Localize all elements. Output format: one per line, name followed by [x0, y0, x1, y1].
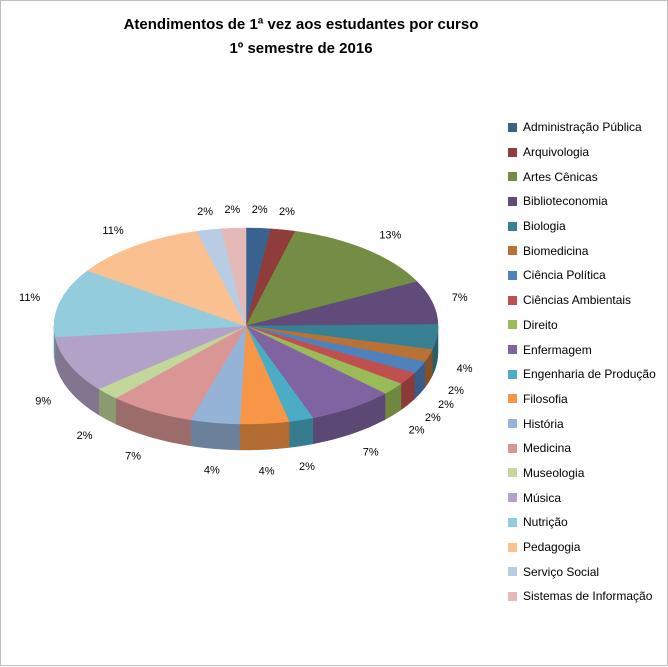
- legend-label: Engenharia de Produção: [523, 367, 656, 382]
- legend-item[interactable]: Música: [508, 485, 656, 510]
- legend-item[interactable]: Nutrição: [508, 510, 656, 535]
- legend-swatch: [508, 320, 517, 330]
- legend-label: Medicina: [523, 441, 572, 456]
- legend-swatch: [508, 196, 517, 206]
- legend-swatch: [508, 172, 517, 182]
- legend-item[interactable]: Direito: [508, 313, 656, 338]
- slice-percent-label: 11%: [19, 292, 40, 304]
- legend-item[interactable]: Artes Cênicas: [508, 164, 656, 189]
- slice-percent-label: 2%: [224, 204, 240, 216]
- legend-label: Artes Cênicas: [523, 169, 598, 184]
- legend-swatch: [508, 493, 517, 503]
- legend-label: Biologia: [523, 219, 566, 234]
- slice-percent-label: 7%: [363, 447, 379, 459]
- slice-percent-label: 7%: [452, 292, 468, 304]
- legend-label: Ciências Ambientais: [523, 293, 632, 308]
- slice-percent-label: 9%: [35, 396, 51, 408]
- legend-item[interactable]: Museologia: [508, 461, 656, 486]
- slice-percent-label: 4%: [259, 465, 275, 477]
- slice-percent-label: 2%: [438, 399, 454, 411]
- pie-slice[interactable]: [54, 325, 247, 390]
- slice-percent-label: 2%: [425, 412, 441, 424]
- legend-swatch: [508, 369, 517, 379]
- slice-percent-label: 2%: [252, 204, 268, 216]
- slice-percent-label: 7%: [125, 451, 141, 463]
- legend-item[interactable]: Ciências Ambientais: [508, 288, 656, 313]
- legend-item[interactable]: Administração Pública: [508, 115, 656, 140]
- pie-depth-layer: [53, 325, 439, 451]
- chart-title-line2: 1º semestre de 2016: [229, 40, 373, 57]
- legend-label: Enfermagem: [523, 342, 592, 357]
- legend-swatch: [508, 542, 517, 552]
- legend-label: Serviço Social: [523, 564, 600, 579]
- legend-item[interactable]: Enfermagem: [508, 337, 656, 362]
- legend-item[interactable]: Arquivologia: [508, 140, 656, 165]
- legend-item[interactable]: Ciência Política: [508, 263, 656, 288]
- slice-percent-label: 2%: [279, 206, 295, 218]
- slice-percent-label: 4%: [457, 363, 473, 375]
- pie-slice[interactable]: [245, 230, 418, 327]
- legend-label: Nutrição: [523, 515, 568, 530]
- legend-swatch: [508, 221, 517, 231]
- legend-item[interactable]: Biblioteconomia: [508, 189, 656, 214]
- legend-item[interactable]: Pedagogia: [508, 535, 656, 560]
- legend-label: Direito: [523, 317, 558, 332]
- slice-percent-label: 2%: [448, 385, 464, 397]
- legend-label: Ciência Política: [523, 268, 606, 283]
- legend-item[interactable]: Medicina: [508, 436, 656, 461]
- slice-percent-label: 2%: [409, 424, 425, 436]
- legend-item[interactable]: Filosofia: [508, 387, 656, 412]
- legend-swatch: [508, 443, 517, 453]
- legend-label: Biblioteconomia: [523, 194, 608, 209]
- slice-percent-label: 2%: [299, 461, 315, 473]
- pie-slice-side: [190, 419, 241, 451]
- legend-item[interactable]: Sistemas de Informação: [508, 584, 656, 609]
- legend-label: Biomedicina: [523, 243, 589, 258]
- slice-percent-label: 2%: [197, 206, 213, 218]
- legend-item[interactable]: História: [508, 411, 656, 436]
- legend-label: Administração Pública: [523, 120, 642, 135]
- legend-swatch: [508, 147, 517, 157]
- pie-slice[interactable]: [86, 230, 247, 327]
- legend-label: Música: [523, 490, 562, 505]
- legend-label: Museologia: [523, 465, 585, 480]
- legend-label: História: [523, 416, 564, 431]
- pie-top-layer: [53, 227, 439, 425]
- pie-slice[interactable]: [53, 270, 247, 338]
- legend-swatch: [508, 591, 517, 601]
- slice-percent-label: 4%: [204, 464, 220, 476]
- legend-swatch: [508, 419, 517, 429]
- legend-label: Pedagogia: [523, 540, 581, 555]
- legend-swatch: [508, 394, 517, 404]
- legend-swatch: [508, 246, 517, 256]
- legend-item[interactable]: Biologia: [508, 214, 656, 239]
- pie-slice[interactable]: [220, 227, 247, 327]
- legend-item[interactable]: Biomedicina: [508, 238, 656, 263]
- legend-swatch: [508, 295, 517, 305]
- pie-slice-side: [239, 421, 290, 451]
- legend-swatch: [508, 122, 517, 132]
- pie-label-layer: 2% 2%13%7%4%2%2%2%2%7%2%4%4%7%2%9%11%11%2…: [19, 204, 473, 477]
- chart-legend: Administração Pública Arquivologia Artes C…: [508, 115, 656, 609]
- legend-swatch: [508, 270, 517, 280]
- legend-label: Sistemas de Informação: [523, 589, 653, 604]
- legend-swatch: [508, 517, 517, 527]
- legend-item[interactable]: Serviço Social: [508, 559, 656, 584]
- legend-item[interactable]: Engenharia de Produção: [508, 362, 656, 387]
- legend-swatch: [508, 345, 517, 355]
- legend-swatch: [508, 468, 517, 478]
- legend-label: Arquivologia: [523, 145, 590, 160]
- chart-title-line1: Atendimentos de 1ª vez aos estudantes po…: [123, 16, 479, 33]
- chart-title: Atendimentos de 1ª vez aos estudantes po…: [1, 13, 601, 61]
- legend-swatch: [508, 567, 517, 577]
- slice-percent-label: 11%: [102, 225, 123, 237]
- slice-percent-label: 13%: [379, 230, 401, 242]
- slice-percent-label: 2%: [77, 430, 93, 442]
- pie-slice-side: [288, 417, 314, 448]
- legend-label: Filosofia: [523, 391, 568, 406]
